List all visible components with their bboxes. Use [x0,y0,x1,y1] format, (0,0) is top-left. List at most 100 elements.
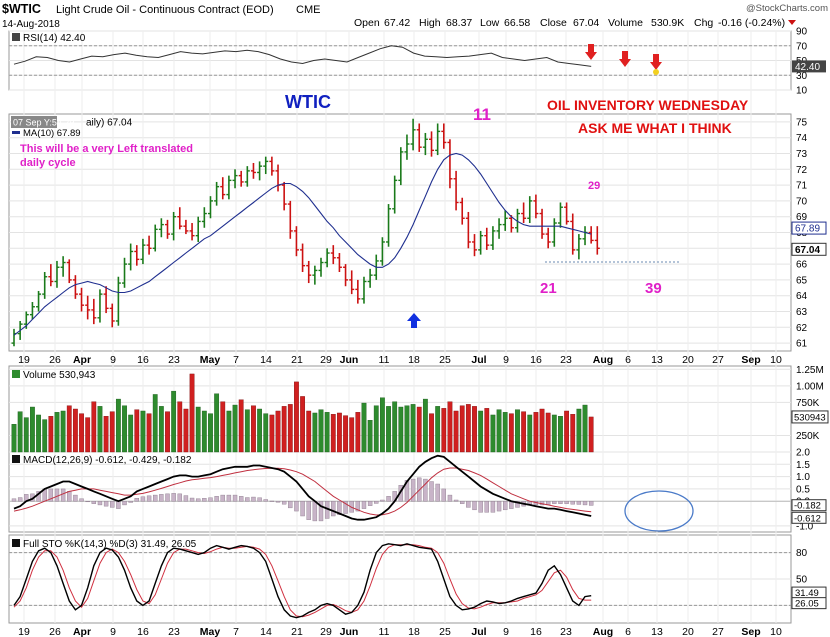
macd-histogram-bar [232,494,238,502]
volume-bar [54,412,60,453]
watermark: @StockCharts.com [746,3,828,14]
macd-histogram-bar [171,493,176,502]
volume-bar [422,398,428,453]
x-tick-label: Sep [741,626,760,637]
x-tick-label: 27 [712,626,724,637]
macd-histogram-bar [441,488,446,502]
macd-histogram-bar [306,501,311,520]
volume-bar [337,412,342,453]
y-tick-label: 69 [796,212,808,223]
macd-histogram-bar [67,491,72,502]
macd-histogram-bar [337,501,342,515]
volume-bar [275,410,281,453]
x-tick-label: 9 [503,354,509,366]
volume-last-label: 530943 [794,412,826,423]
cursor-readout-box [11,116,57,128]
y-tick-label: 70 [796,41,808,52]
open-value: 67.42 [384,17,410,29]
wtic-label: WTIC [285,92,331,112]
macd-histogram-bar [177,493,182,502]
volume-bar [85,417,91,453]
volume-label: Volume [608,17,643,29]
x-tick-label: 14 [260,354,272,366]
y-tick-label: 63 [796,307,808,318]
x-tick-label: Aug [593,626,613,637]
volume-bar [208,413,213,453]
x-tick-label: 9 [110,626,116,637]
y-tick-label: 1.00M [796,381,824,392]
cycle-count-29: 29 [588,180,600,192]
volume-bar [349,417,355,453]
rsi-title: RSI(14) 42.40 [23,33,86,44]
volume-bar [496,409,502,453]
sto-legend-swatch [12,539,20,547]
macd-histogram-bar [460,501,465,504]
price-series: 67.89 67.04 [11,118,827,347]
volume-bar [17,411,23,453]
macd-histogram-bar [355,501,361,512]
macd-histogram-bar [288,501,293,509]
macd-histogram-bar [503,501,508,511]
macd-histogram-bar [380,499,385,502]
volume-bar [502,412,508,453]
volume-bar [214,393,220,453]
volume-bar [312,412,318,453]
x-tick-label: 13 [651,354,663,366]
open-label: Open [354,17,380,29]
sto-k-line [13,543,592,619]
y-tick-label: 1.25M [796,365,824,376]
macd-histogram-bar [214,496,219,502]
sto-title: Full STO %K(14,3) %D(3) 31.49, 26.05 [23,539,197,550]
x-tick-label: 23 [168,354,180,366]
volume-series: 530943 [11,373,829,453]
y-tick-label: 30 [796,71,808,82]
x-tick-label: 13 [651,626,663,637]
volume-bar [564,410,570,453]
low-value: 66.58 [504,17,530,29]
symbol: $WTIC [2,2,41,16]
volume-bar [183,408,189,453]
close-value: 67.04 [573,17,599,29]
y-tick-label: 50 [796,575,808,586]
x-tick-label: Apr [73,354,91,366]
volume-bar [244,409,250,453]
macd-histogram-bar [564,501,569,504]
volume-bar [103,416,109,453]
macd-last-box [791,511,827,524]
x-tick-label: 9 [110,354,116,366]
volume-bar [189,373,195,453]
y-tick-label: 73 [796,149,808,160]
x-tick-label: 18 [408,354,420,366]
volume-bar [36,414,41,453]
y-tick-label: 90 [796,27,808,38]
volume-bar [158,406,164,453]
y-tick-label: 0.5 [796,484,810,495]
macd-histogram-bar [374,501,379,504]
x-tick-label: Jun [340,354,359,366]
x-tick-label: 7 [233,354,239,366]
x-tick-label: 6 [625,626,631,637]
x-tick-label: 18 [408,626,420,637]
down-arrow-icon [619,59,631,67]
volume-bar [128,414,134,453]
close-last-label: 67.04 [795,245,820,256]
volume-bar [558,416,563,453]
volume-bar [318,409,324,453]
macd-histogram-bar [588,501,594,506]
volume-bar [226,410,232,453]
volume-bar [576,408,582,453]
volume-bar [232,404,238,453]
volume-bar [30,406,35,453]
macd-histogram-bar [159,494,164,502]
y-tick-label: 64 [796,291,808,302]
macd-histogram-bar [48,488,54,502]
volume-bar [300,396,305,453]
volume-legend: Volume 530,943 [12,370,96,381]
macd-histogram-bar [257,497,262,502]
y-tick-label: -1.0 [796,521,814,532]
volume-bar [72,408,78,453]
volume-bar [66,405,72,453]
cycle-count-11: 11 [473,105,491,124]
